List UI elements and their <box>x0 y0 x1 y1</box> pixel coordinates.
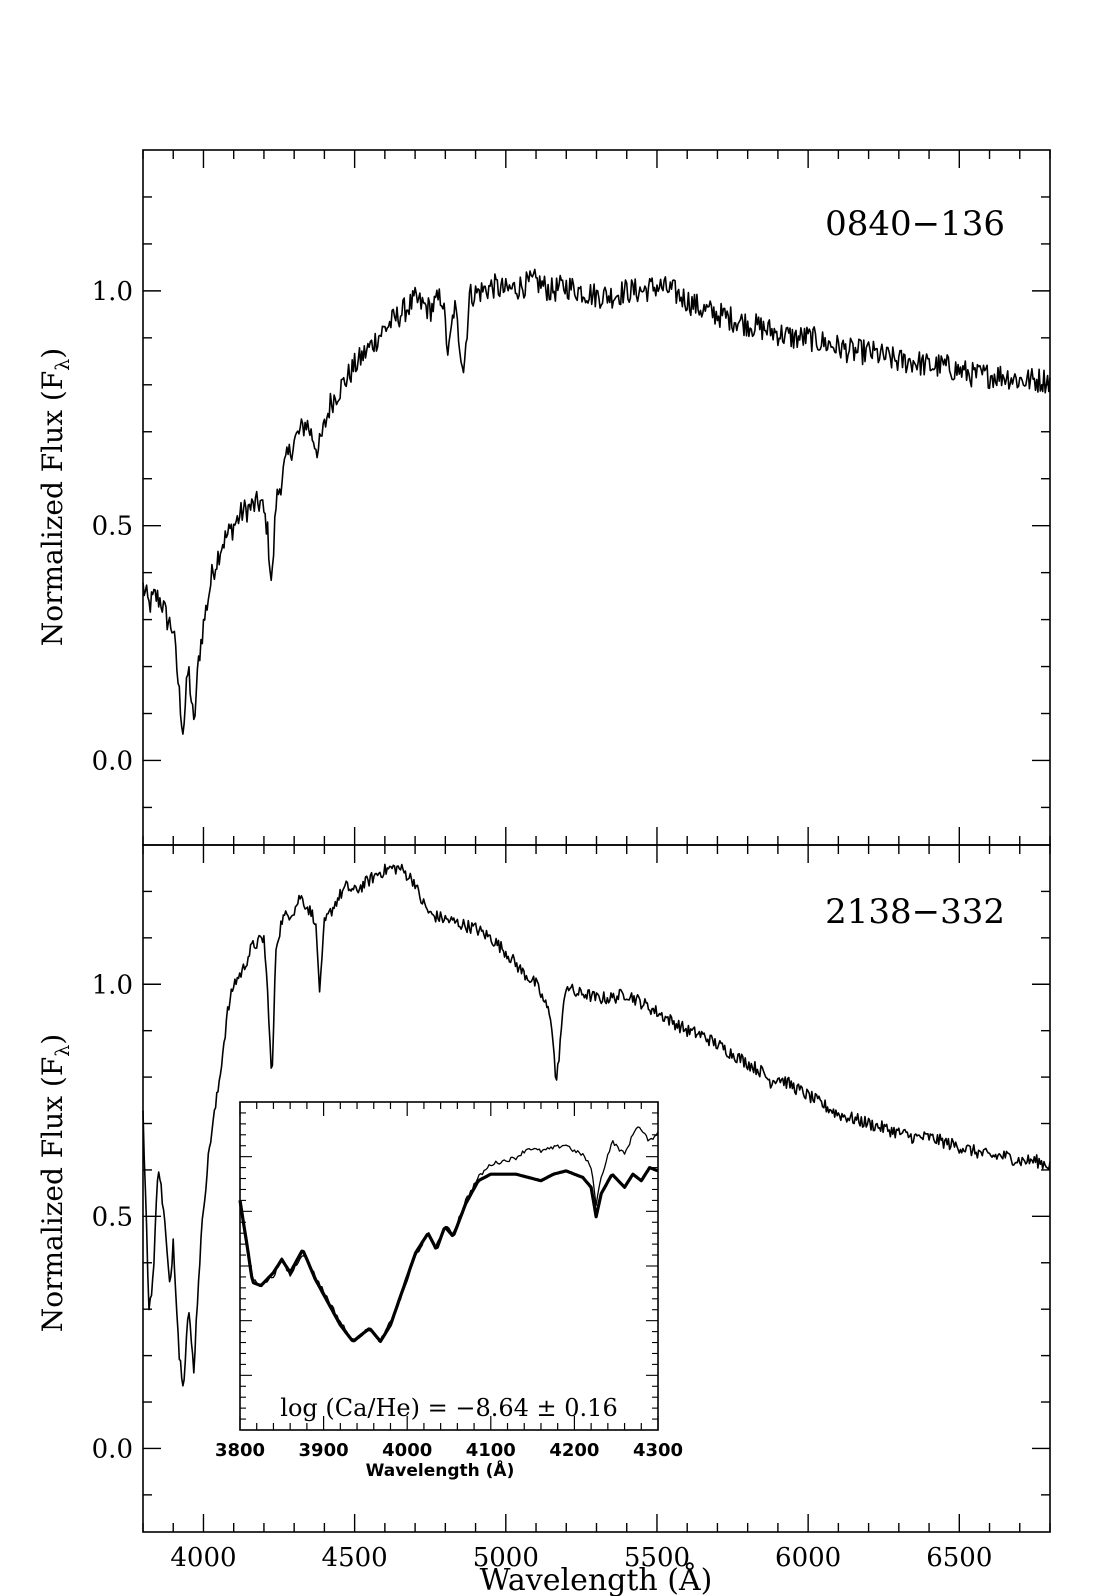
top-panel: 0.0 0.5 1.0 0840−136 Normalized Flux (Fλ) <box>36 149 1051 846</box>
bottom-panel-ytick-labels: 0.0 0.5 1.0 <box>92 970 133 1464</box>
bottom-panel-frame <box>142 844 1051 1533</box>
bottom-panel-xtick-labels: 4000 4500 5000 5500 6000 6500 <box>170 1543 992 1573</box>
top-panel-ticks <box>142 150 1051 845</box>
bottom-spectrum-line <box>142 863 1051 1387</box>
bottom-panel-ticks <box>142 845 1051 1532</box>
x-tick-label: 4500 <box>322 1543 388 1573</box>
x-axis-label: Wavelength (Å) <box>480 1562 713 1596</box>
top-spectrum-line <box>142 268 1051 735</box>
inset-x-tick-label: 4100 <box>466 1440 516 1461</box>
inset-model-line <box>238 1166 659 1343</box>
y-tick-label: 1.0 <box>92 970 133 1000</box>
inset-x-axis-label: Wavelength (Å) <box>366 1458 515 1481</box>
inset-x-tick-label: 4000 <box>382 1440 432 1461</box>
y-tick-label: 0.5 <box>92 1202 133 1232</box>
inset-xtick-labels: 3800 3900 4000 4100 4200 4300 <box>215 1440 683 1461</box>
x-tick-label: 5500 <box>624 1543 690 1573</box>
inset-ticks <box>239 1102 659 1430</box>
bottom-y-axis-label: Normalized Flux (Fλ) <box>36 1034 74 1333</box>
inset-abundance-label: log (Ca/He) = −8.64 ± 0.16 <box>280 1394 617 1422</box>
top-panel-ytick-labels: 0.0 0.5 1.0 <box>92 277 133 777</box>
inset-x-tick-label: 4300 <box>633 1440 683 1461</box>
inset-frame <box>239 1101 659 1431</box>
x-tick-label: 5000 <box>473 1543 539 1573</box>
top-star-label: 0840−136 <box>825 204 1005 244</box>
bottom-star-label: 2138−332 <box>825 892 1005 932</box>
bottom-panel: 0.0 0.5 1.0 4000 4500 5000 5500 6000 6500 2138−… <box>36 844 1051 1596</box>
inset-x-tick-label: 3800 <box>215 1440 265 1461</box>
y-tick-label: 0.0 <box>92 746 133 776</box>
inset-x-tick-label: 4200 <box>549 1440 599 1461</box>
x-tick-label: 6500 <box>926 1543 992 1573</box>
y-tick-label: 0.5 <box>92 512 133 542</box>
y-tick-label: 0.0 <box>92 1434 133 1464</box>
y-tick-label: 1.0 <box>92 277 133 307</box>
inset-x-tick-label: 3900 <box>299 1440 349 1461</box>
top-y-axis-label: Normalized Flux (Fλ) <box>36 348 74 647</box>
inset-panel: 3800 3900 4000 4100 4200 4300 log (Ca/He) = −… <box>215 1101 683 1481</box>
x-tick-label: 4000 <box>170 1543 236 1573</box>
x-tick-label: 6000 <box>775 1543 841 1573</box>
